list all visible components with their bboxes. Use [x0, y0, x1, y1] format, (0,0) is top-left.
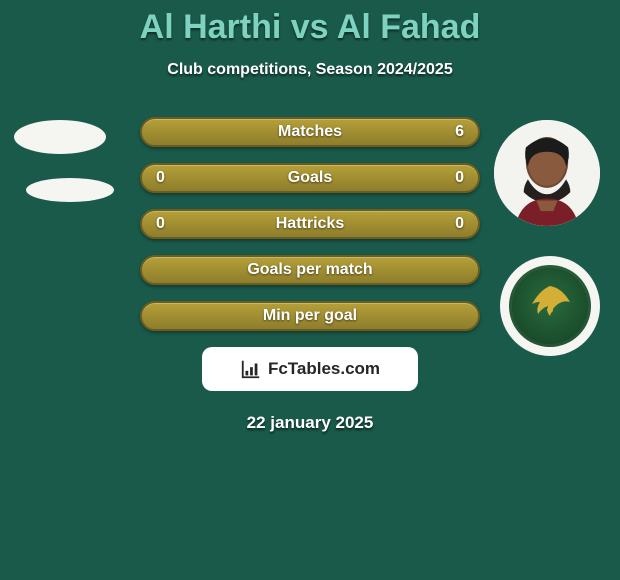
stat-left-value: 0: [156, 215, 180, 233]
player2-club-badge: [500, 256, 600, 356]
date-label: 22 january 2025: [0, 413, 620, 433]
stat-right-value: 0: [440, 169, 464, 187]
stats-list: Matches 6 0 Goals 0 0 Hattricks 0 Goals …: [140, 117, 480, 331]
stat-left-value: 0: [156, 169, 180, 187]
page-title: Al Harthi vs Al Fahad: [0, 8, 620, 47]
brand-box[interactable]: FcTables.com: [202, 347, 418, 391]
stat-row: Goals per match: [140, 255, 480, 285]
stat-row: 0 Hattricks 0: [140, 209, 480, 239]
player1-club-placeholder: [26, 178, 114, 202]
stat-row: Min per goal: [140, 301, 480, 331]
stat-label: Goals per match: [180, 261, 440, 279]
stat-right-value: 0: [440, 215, 464, 233]
stat-label: Min per goal: [180, 307, 440, 325]
subtitle: Club competitions, Season 2024/2025: [0, 61, 620, 79]
player1-avatar-placeholder: [14, 120, 106, 154]
stat-right-value: 6: [440, 123, 464, 141]
stat-row: Matches 6: [140, 117, 480, 147]
player2-avatar: [494, 120, 600, 226]
stat-row: 0 Goals 0: [140, 163, 480, 193]
chart-icon: [240, 358, 262, 380]
club-badge-icon: [509, 265, 591, 347]
stat-label: Hattricks: [180, 215, 440, 233]
stat-label: Matches: [180, 123, 440, 141]
stat-label: Goals: [180, 169, 440, 187]
brand-text: FcTables.com: [268, 359, 380, 379]
